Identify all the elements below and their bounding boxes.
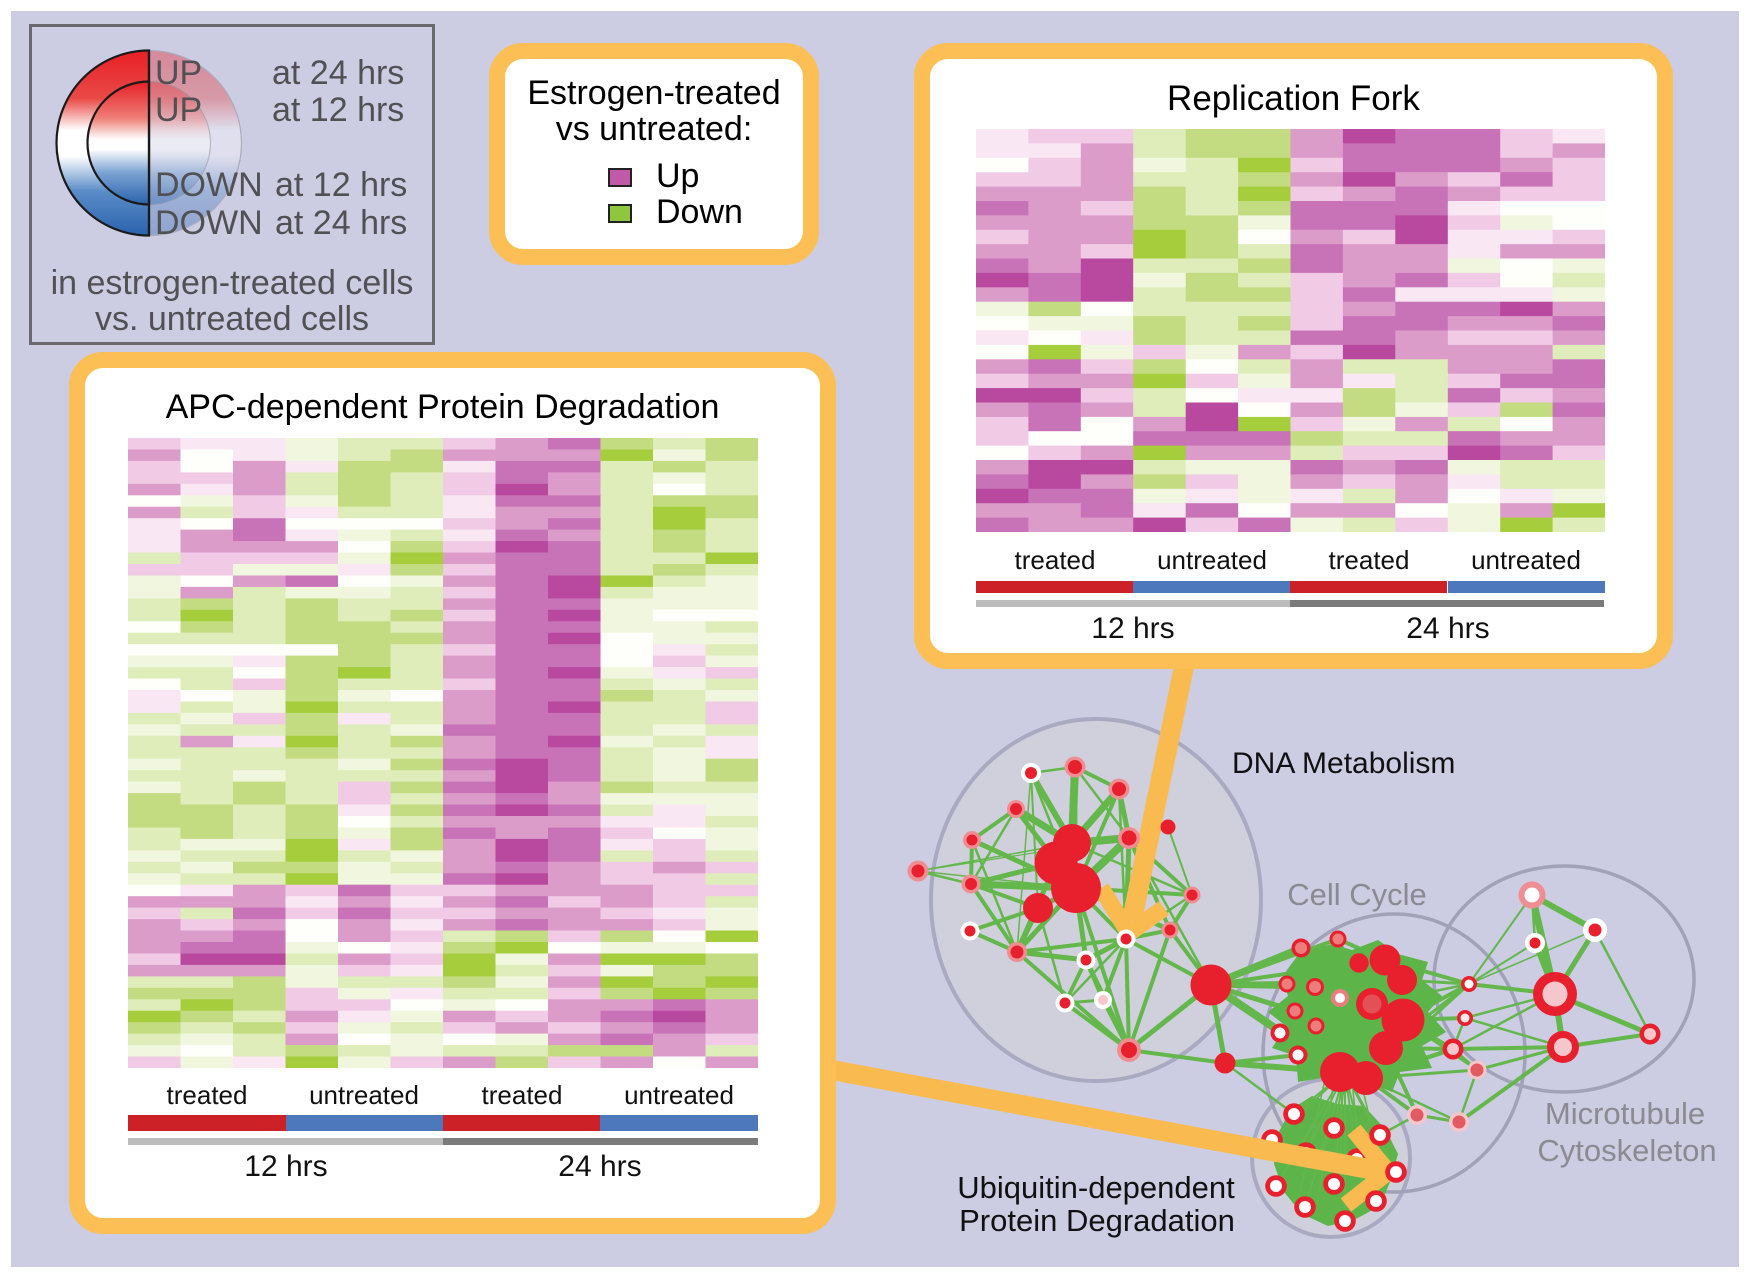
- svg-text:Cell Cycle: Cell Cycle: [1287, 877, 1427, 912]
- svg-text:Protein Degradation: Protein Degradation: [959, 1203, 1235, 1238]
- svg-text:Ubiquitin-dependent: Ubiquitin-dependent: [957, 1170, 1235, 1205]
- svg-text:Cytoskeleton: Cytoskeleton: [1537, 1133, 1716, 1168]
- svg-text:DNA Metabolism: DNA Metabolism: [1232, 747, 1455, 780]
- svg-text:Microtubule: Microtubule: [1545, 1096, 1705, 1131]
